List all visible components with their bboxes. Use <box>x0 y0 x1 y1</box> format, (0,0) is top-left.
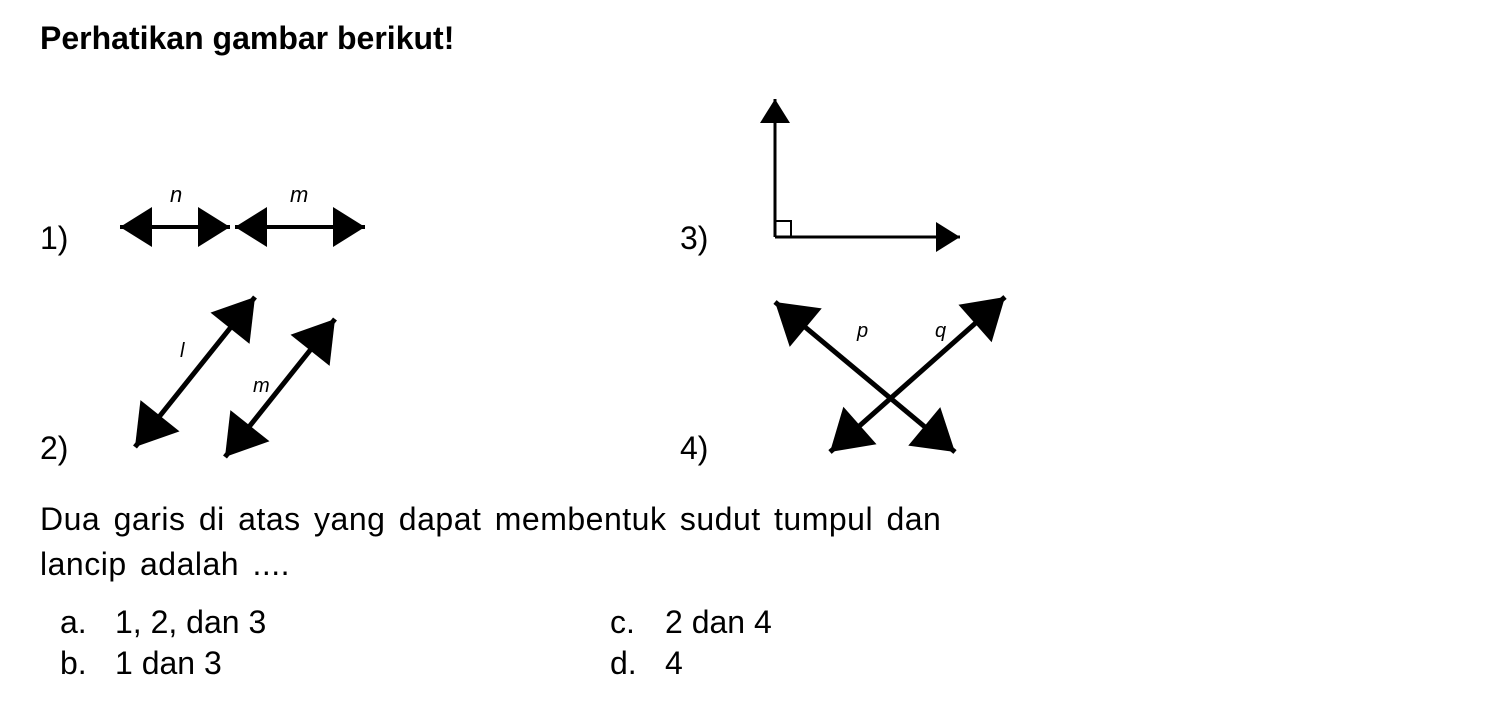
svg-text:m: m <box>290 182 308 207</box>
question-text: Dua garis di atas yang dapat membentuk s… <box>40 497 1446 587</box>
answer-d: d. 4 <box>590 643 1140 684</box>
answer-c-text: 2 dan 4 <box>665 604 772 641</box>
svg-text:m: m <box>253 375 270 397</box>
figure-1-number: 1) <box>40 220 85 257</box>
figure-1: 1) n m <box>40 87 600 257</box>
answer-c: c. 2 dan 4 <box>590 602 1140 643</box>
answer-d-letter: d. <box>610 645 645 682</box>
figure-4: 4) p q <box>680 277 1240 467</box>
figure-2: 2) l m <box>40 277 600 467</box>
svg-text:l: l <box>180 340 185 362</box>
question-line-1: Dua garis di atas yang dapat membentuk s… <box>40 501 941 537</box>
figure-3-diagram <box>745 87 985 257</box>
answer-b-text: 1 dan 3 <box>115 645 222 682</box>
figure-2-number: 2) <box>40 430 85 467</box>
answer-a-letter: a. <box>60 604 95 641</box>
answer-b: b. 1 dan 3 <box>40 643 590 684</box>
figure-2-diagram: l m <box>105 277 365 467</box>
svg-text:n: n <box>170 182 182 207</box>
answer-a: a. 1, 2, dan 3 <box>40 602 590 643</box>
svg-text:p: p <box>856 320 868 342</box>
figure-3: 3) <box>680 87 1240 257</box>
answer-d-text: 4 <box>665 645 683 682</box>
instruction-text: Perhatikan gambar berikut! <box>40 20 1446 57</box>
answer-c-letter: c. <box>610 604 645 641</box>
figure-3-number: 3) <box>680 220 725 257</box>
figure-4-number: 4) <box>680 430 725 467</box>
figure-1-diagram: n m <box>105 167 385 257</box>
figure-4-diagram: p q <box>745 277 1025 467</box>
figures-grid: 1) n m 3) <box>40 87 1240 467</box>
answers-grid: a. 1, 2, dan 3 c. 2 dan 4 b. 1 dan 3 d. … <box>40 602 1140 684</box>
svg-text:q: q <box>935 320 946 342</box>
answer-a-text: 1, 2, dan 3 <box>115 604 266 641</box>
question-line-2: lancip adalah .... <box>40 546 290 582</box>
answer-b-letter: b. <box>60 645 95 682</box>
